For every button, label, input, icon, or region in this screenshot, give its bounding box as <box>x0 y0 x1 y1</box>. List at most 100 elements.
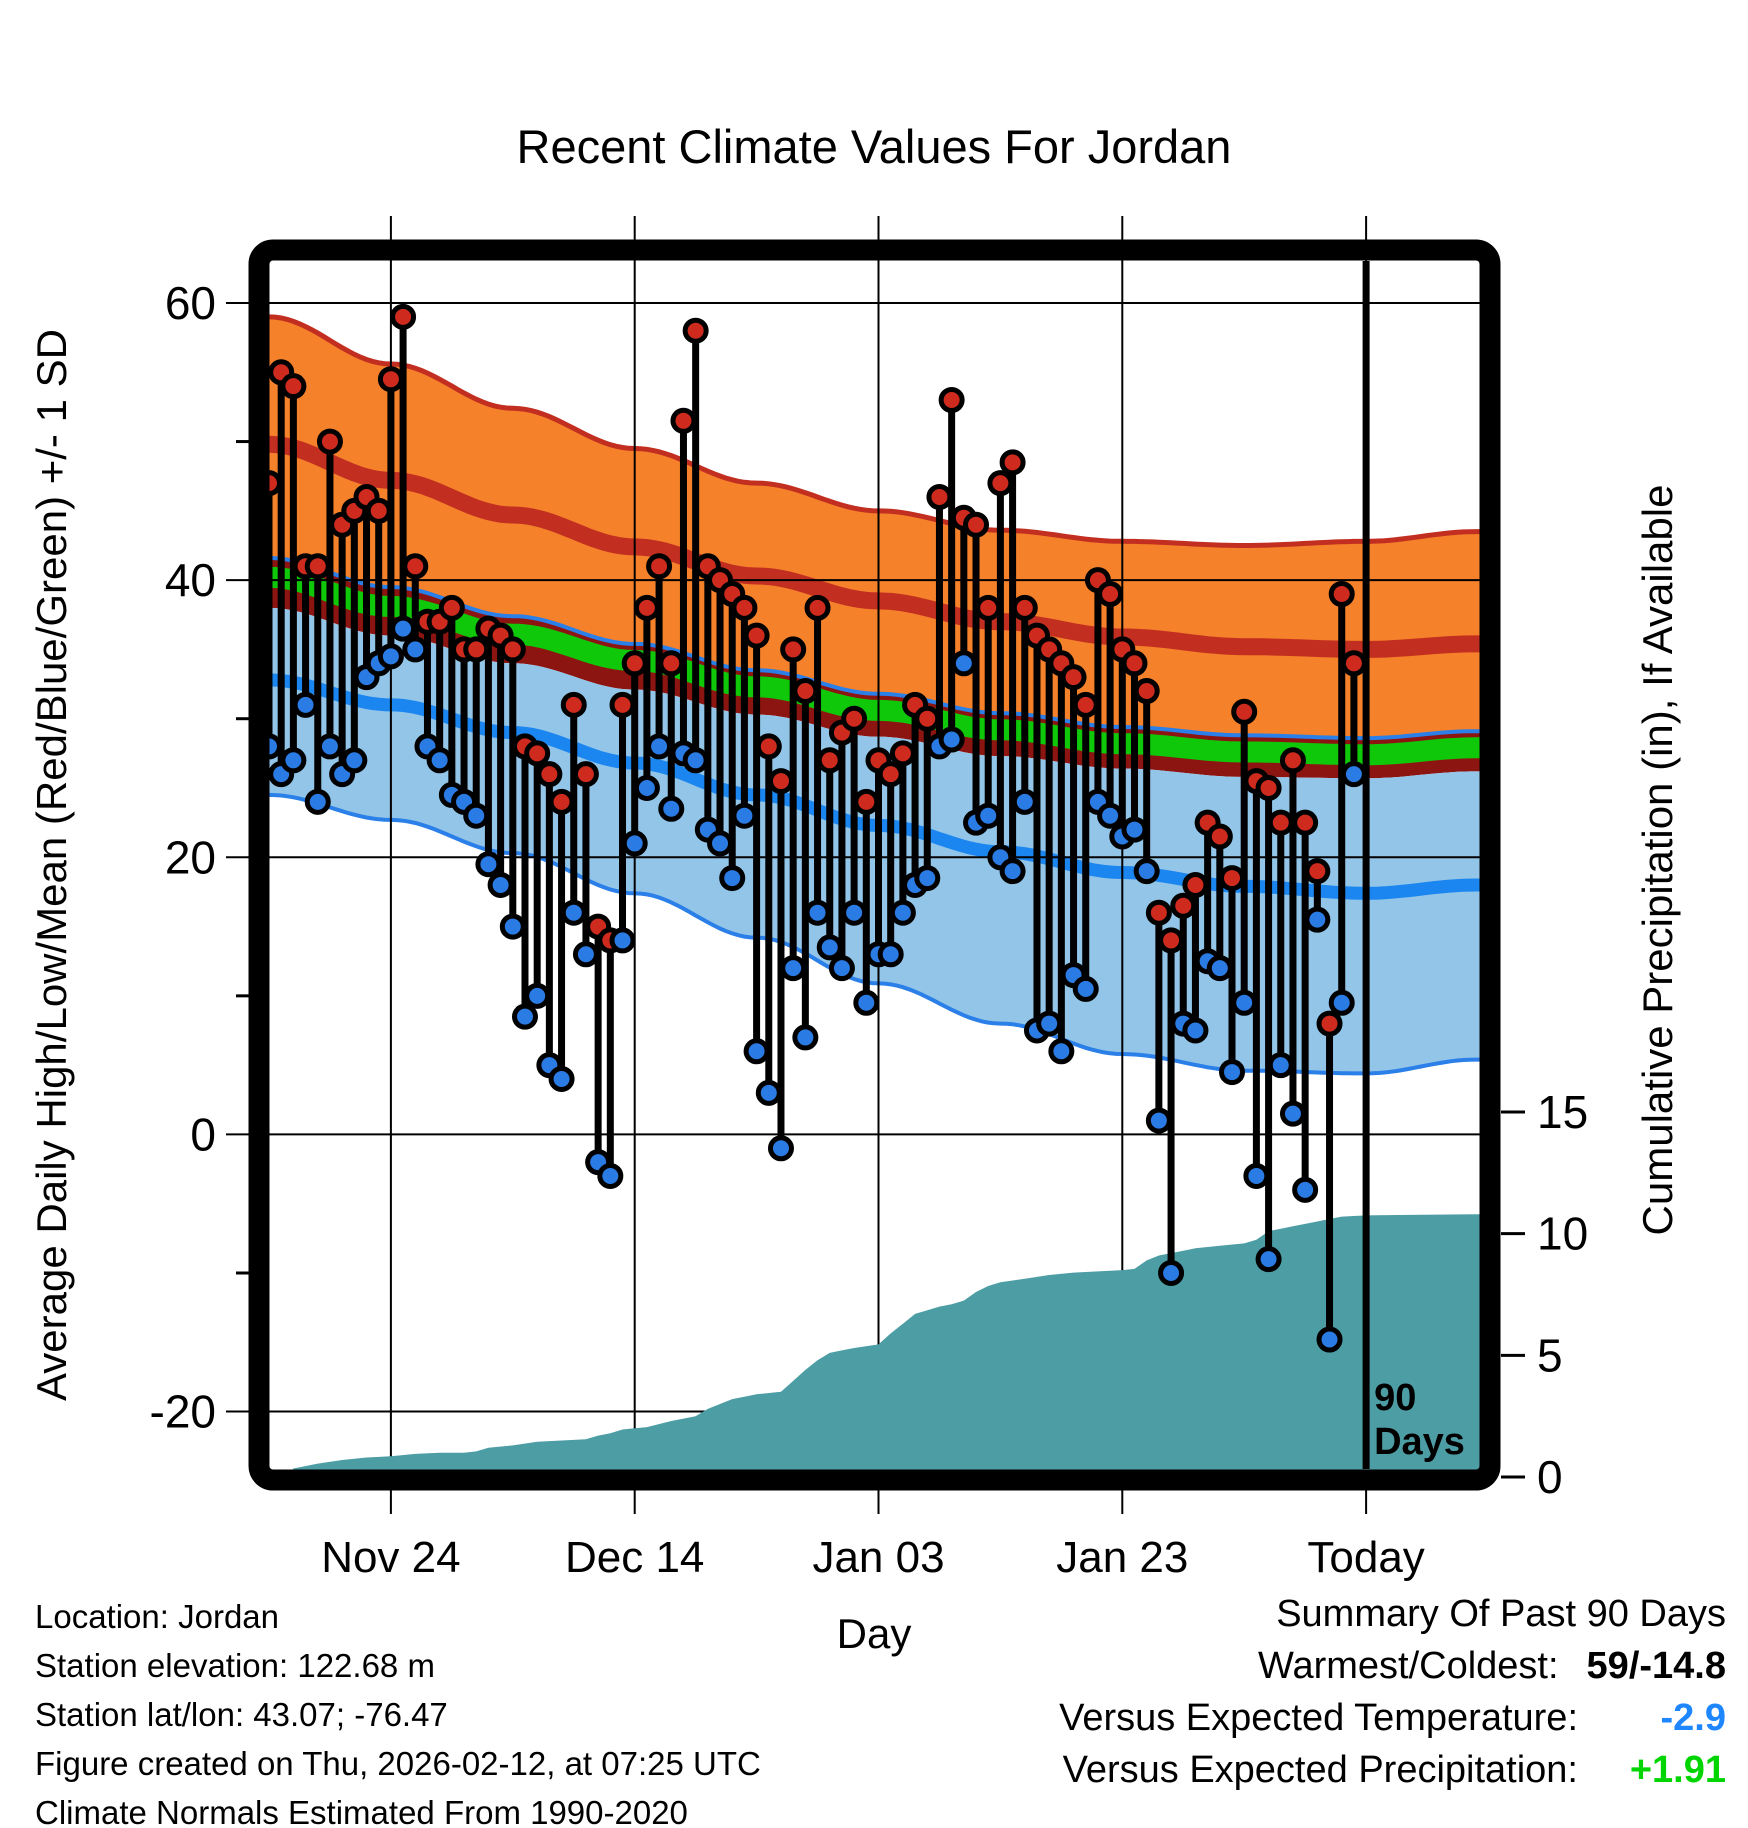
daily-low-dot <box>572 941 599 968</box>
daily-high-dot <box>841 705 868 732</box>
daily-high-dot <box>316 428 343 455</box>
daily-high-dot <box>1121 650 1148 677</box>
station-info-block: Location: Jordan Station elevation: 122.… <box>35 1592 761 1828</box>
plot-border <box>248 239 1501 1491</box>
summary-value: 59/-14.8 <box>1586 1645 1726 1687</box>
daily-low-dot <box>1011 788 1038 815</box>
daily-low-dot <box>658 795 685 822</box>
daily-high-dot <box>1267 809 1294 836</box>
daily-low-dot <box>1279 1100 1306 1127</box>
summary-label: Warmest/Coldest: <box>1257 1645 1559 1687</box>
y-right-axis-title: Cumulative Precipitation (in), If Availa… <box>1634 485 1681 1236</box>
summary-row: Warmest/Coldest: 59/-14.8 <box>1059 1640 1726 1692</box>
daily-low-dot <box>999 858 1026 885</box>
x-tick-label: Today <box>1307 1533 1424 1582</box>
daily-high-dot <box>1316 1010 1343 1037</box>
daily-low-dot <box>853 989 880 1016</box>
daily-low-dot <box>560 899 587 926</box>
daily-low-dot <box>767 1135 794 1162</box>
daily-high-dot <box>731 594 758 621</box>
daily-low-dot <box>889 899 916 926</box>
daily-high-dot <box>1072 691 1099 718</box>
daily-high-dot <box>365 497 392 524</box>
daily-high-dot <box>853 788 880 815</box>
footer-line: Station lat/lon: 43.07; -76.47 <box>35 1696 448 1733</box>
daily-low-dot <box>292 691 319 718</box>
daily-high-dot <box>938 386 965 413</box>
daily-high-dot <box>633 594 660 621</box>
daily-low-dot <box>816 934 843 961</box>
daily-low-dot <box>377 643 404 670</box>
daily-low-dot <box>1316 1326 1343 1353</box>
daily-high-dot <box>926 483 953 510</box>
daily-high-dot <box>743 622 770 649</box>
y-right-tick-label: 0 <box>1537 1451 1563 1503</box>
daily-high-dot <box>1231 698 1258 725</box>
daily-high-dot <box>536 761 563 788</box>
daily-low-dot <box>841 899 868 926</box>
daily-high-dot <box>1145 899 1172 926</box>
daily-low-dot <box>1133 858 1160 885</box>
daily-low-dot <box>402 636 429 663</box>
daily-low-dot <box>390 615 417 642</box>
daily-low-dot <box>1036 1010 1063 1037</box>
y-left-tick-label: 20 <box>165 831 216 883</box>
daily-low-dot <box>1206 955 1233 982</box>
daily-high-dot <box>804 594 831 621</box>
summary-title: Summary Of Past 90 Days <box>1276 1593 1726 1635</box>
x-tick-label: Dec 14 <box>565 1533 704 1582</box>
axis-ticks-and-labels: 60 40 20 0 -20 15 10 5 0 Nov 24 Dec 14 Jan 03 Jan 23… <box>150 277 1589 1582</box>
daily-low-dot <box>499 913 526 940</box>
y-right-tick-label: 15 <box>1537 1086 1588 1138</box>
daily-high-dot <box>1206 823 1233 850</box>
y-right-tick-label: 10 <box>1537 1208 1588 1260</box>
daily-high-dot <box>914 705 941 732</box>
daily-low-dot <box>426 747 453 774</box>
daily-low-dot <box>304 788 331 815</box>
daily-high-dot <box>463 636 490 663</box>
y-left-tick-label: 40 <box>165 554 216 606</box>
daily-low-dot <box>877 941 904 968</box>
daily-high-dot <box>963 511 990 538</box>
daily-low-dot <box>682 747 709 774</box>
daily-low-dot <box>280 747 307 774</box>
daily-low-dot <box>1267 1052 1294 1079</box>
daily-high-dot <box>609 691 636 718</box>
daily-high-dot <box>780 636 807 663</box>
y-left-axis-title: Average Daily High/Low/Mean (Red/Blue/Gr… <box>28 329 75 1401</box>
daily-low-dot <box>804 899 831 926</box>
summary-label: Versus Expected Precipitation: <box>1062 1749 1578 1791</box>
daily-high-dot <box>390 303 417 330</box>
daily-low-dot <box>524 982 551 1009</box>
daily-low-dot <box>548 1065 575 1092</box>
x-tick-label: Nov 24 <box>321 1533 460 1582</box>
daily-high-dot <box>1182 871 1209 898</box>
daily-low-dot <box>938 726 965 753</box>
daily-low-dot <box>1231 989 1258 1016</box>
daily-high-dot <box>987 470 1014 497</box>
daily-low-dot <box>1121 816 1148 843</box>
daily-high-dot <box>377 366 404 393</box>
daily-high-dot <box>402 553 429 580</box>
daily-low-dot <box>341 747 368 774</box>
daily-low-dot <box>1219 1059 1246 1086</box>
daily-low-dot <box>597 1162 624 1189</box>
daily-low-dot <box>1328 989 1355 1016</box>
daily-high-dot <box>1279 747 1306 774</box>
daily-high-dot <box>572 761 599 788</box>
daily-low-dot <box>1048 1038 1075 1065</box>
footer-line: Station elevation: 122.68 m <box>35 1647 435 1684</box>
daily-low-dot <box>780 955 807 982</box>
daily-high-low-stems <box>269 303 1367 1353</box>
daily-high-dot <box>304 553 331 580</box>
daily-low-dot <box>316 733 343 760</box>
daily-high-dot <box>816 747 843 774</box>
daily-high-dot <box>658 650 685 677</box>
x-tick-label: Jan 23 <box>1056 1533 1188 1582</box>
daily-low-dot <box>719 865 746 892</box>
daily-low-dot <box>475 851 502 878</box>
daily-low-dot <box>633 774 660 801</box>
daily-high-dot <box>889 740 916 767</box>
daily-low-dot <box>792 1024 819 1051</box>
